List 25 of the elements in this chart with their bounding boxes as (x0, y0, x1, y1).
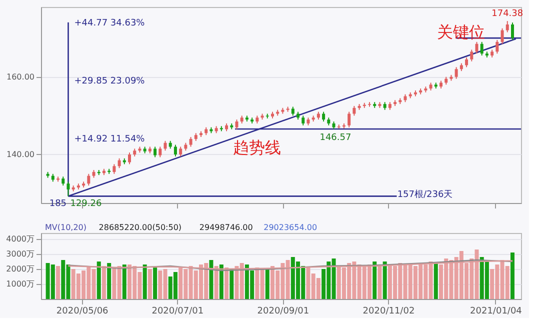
text: 29023654.00 (264, 223, 318, 232)
annotation: 129.26 (70, 199, 102, 210)
annotation: 关键位 (437, 22, 485, 42)
x-tick-label: 2020/07/01 (152, 306, 204, 316)
annotation: 174.38 (492, 9, 524, 20)
y-tick-label: 140.00 (6, 150, 34, 159)
text: 29498746.00 (199, 223, 253, 232)
annotation: 趋势线 (233, 138, 281, 158)
text: MV(10,20) (45, 223, 87, 232)
y-tick-label: 160.00 (6, 72, 34, 82)
y-tick-label: 1000万 (6, 280, 34, 288)
annotation: 157根/236天 (397, 189, 453, 200)
x-tick-label: 2021/01/04 (470, 306, 522, 316)
x-tick-label: 2020/11/02 (362, 306, 415, 316)
annotation: 185 (49, 199, 67, 210)
y-tick-label: 3000万 (6, 250, 34, 258)
y-tick-label: 4000万 (6, 234, 34, 244)
x-tick-label: 2020/05/06 (56, 306, 109, 316)
annotation: +44.77 34.63% (74, 18, 146, 28)
annotation: +29.85 23.09% (74, 76, 146, 86)
annotation: 146.57 (320, 132, 352, 143)
text: 28685220.00(50:50) (98, 223, 182, 232)
x-tick-label: 2020/09/01 (257, 306, 310, 316)
y-tick-label: 2000万 (6, 264, 34, 274)
annotation: +14.92 11.54% (74, 134, 146, 144)
